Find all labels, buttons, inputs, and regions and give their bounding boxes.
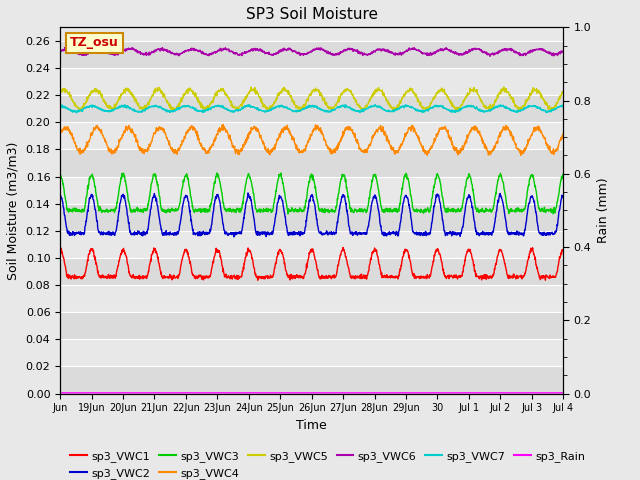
Bar [60, 41, 563, 68]
Bar [60, 366, 563, 394]
X-axis label: Time: Time [296, 419, 327, 432]
Bar [60, 95, 563, 122]
Bar [60, 312, 563, 339]
Bar [60, 204, 563, 231]
Bar [60, 258, 563, 285]
Text: TZ_osu: TZ_osu [70, 36, 119, 49]
Title: SP3 Soil Moisture: SP3 Soil Moisture [246, 7, 378, 22]
Legend: sp3_VWC1, sp3_VWC2, sp3_VWC3, sp3_VWC4, sp3_VWC5, sp3_VWC6, sp3_VWC7, sp3_Rain: sp3_VWC1, sp3_VWC2, sp3_VWC3, sp3_VWC4, … [66, 447, 590, 480]
Y-axis label: Rain (mm): Rain (mm) [597, 178, 610, 243]
Bar [60, 149, 563, 177]
Y-axis label: Soil Moisture (m3/m3): Soil Moisture (m3/m3) [7, 141, 20, 280]
